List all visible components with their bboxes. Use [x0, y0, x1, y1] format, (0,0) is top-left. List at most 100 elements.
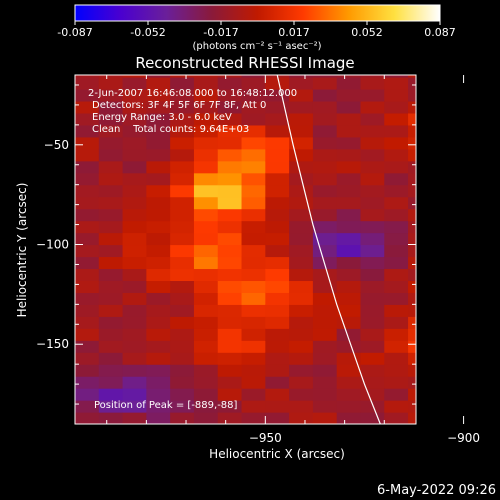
plot-axes: −950−900−850−50−100−150 [36, 75, 480, 445]
heatmap-cell [289, 148, 314, 162]
heatmap-cell [146, 304, 171, 317]
heatmap-cell [360, 412, 385, 424]
heatmap-cell [384, 220, 409, 234]
info-line-energy: Energy Range: 3.0 - 6.0 keV [92, 112, 232, 123]
heatmap-cell [98, 232, 124, 246]
heatmap-cell [312, 196, 338, 210]
heatmap-cell [75, 328, 100, 341]
heatmap-cell [146, 112, 171, 126]
heatmap-cell [360, 244, 385, 258]
heatmap-cell [289, 304, 314, 317]
heatmap-cell [408, 148, 416, 162]
heatmap-cell [336, 100, 362, 114]
heatmap-cell [289, 160, 314, 174]
heatmap-cell [456, 364, 480, 377]
heatmap-cell [193, 244, 219, 258]
heatmap-cell [75, 76, 100, 90]
heatmap-cell [122, 352, 147, 365]
heatmap-cell [360, 75, 385, 78]
heatmap-cell [312, 124, 338, 138]
heatmap-cell [217, 400, 243, 413]
heatmap-cell [75, 172, 100, 186]
heatmap-cell [146, 244, 171, 258]
heatmap-cell [217, 136, 243, 150]
heatmap-cell [170, 316, 195, 329]
heatmap-cell [384, 148, 409, 162]
heatmap-cell [384, 124, 409, 138]
heatmap-cell [336, 172, 362, 186]
heatmap-cell [217, 364, 243, 377]
heatmap-cell [146, 124, 171, 138]
heatmap-cell [98, 376, 124, 389]
heatmap-cell [75, 304, 100, 317]
heatmap-cell [170, 268, 195, 282]
heatmap-cell [432, 113, 456, 126]
colorbar-tick-label: -0.052 [130, 26, 165, 39]
heatmap-cell [312, 88, 338, 102]
heatmap-cell [336, 112, 362, 126]
heatmap-cell [479, 376, 500, 389]
heatmap-cell [170, 124, 195, 138]
heatmap-cell [122, 100, 147, 114]
heatmap-cell [336, 232, 362, 246]
heatmap-cell [408, 304, 416, 317]
heatmap-cell [289, 412, 314, 424]
heatmap-cell [193, 256, 219, 270]
heatmap-cell [336, 88, 362, 102]
heatmap-cell [98, 76, 124, 90]
heatmap-cell [408, 316, 416, 329]
heatmap-cell [98, 196, 124, 210]
heatmap-cell [193, 124, 219, 138]
heatmap-cell [170, 196, 195, 210]
heatmap-cell [312, 352, 338, 365]
heatmap-cell [75, 400, 100, 413]
heatmap-cell [289, 340, 314, 353]
heatmap-cell [170, 136, 195, 150]
heatmap-cell [241, 364, 266, 377]
heatmap-cell [479, 292, 500, 305]
heatmap-cell [408, 400, 416, 413]
heatmap-cell [289, 292, 314, 305]
heatmap-cell [75, 220, 100, 234]
info-block: 2-Jun-2007 16:46:08.000 to 16:48:12.000 … [88, 88, 297, 135]
colorbar-tick-label: -0.087 [57, 26, 92, 39]
heatmap-cell [122, 124, 147, 138]
heatmap-cell [122, 75, 147, 78]
heatmap-cell [384, 340, 409, 353]
heatmap-cell [217, 316, 243, 329]
heatmap-cell [336, 292, 362, 305]
heatmap-cell [289, 256, 314, 270]
heatmap-cell [98, 124, 124, 138]
heatmap-cell [217, 88, 243, 102]
heatmap-cell [217, 376, 243, 389]
heatmap-cell [75, 412, 100, 424]
heatmap-cell [312, 316, 338, 329]
heatmap-cell [336, 400, 362, 413]
heatmap-cell [265, 328, 290, 341]
heatmap-cell [241, 412, 266, 424]
heatmap-cell [170, 75, 195, 78]
heatmap-cell [217, 160, 243, 174]
heatmap-cell [432, 280, 456, 293]
heatmap-cell [241, 388, 266, 401]
heatmap-cell [193, 172, 219, 186]
heatmap-cell [265, 388, 290, 401]
heatmap-cell [408, 268, 416, 282]
heatmap-cell [146, 400, 171, 413]
heatmap-cell [456, 376, 480, 389]
heatmap-cell [217, 76, 243, 90]
heatmap-cell [170, 256, 195, 270]
heatmap-cell [289, 316, 314, 329]
heatmap-cell [122, 280, 147, 293]
heatmap-cell [336, 412, 362, 424]
heatmap-cell [479, 233, 500, 246]
heatmap-cell [217, 220, 243, 234]
heatmap-cell [384, 304, 409, 317]
heatmap-cell [336, 208, 362, 222]
heatmap-cell [360, 136, 385, 150]
heatmap-cell [432, 101, 456, 114]
heatmap-cell [75, 208, 100, 222]
heatmap-cell [146, 220, 171, 234]
heatmap-cell [122, 304, 147, 317]
